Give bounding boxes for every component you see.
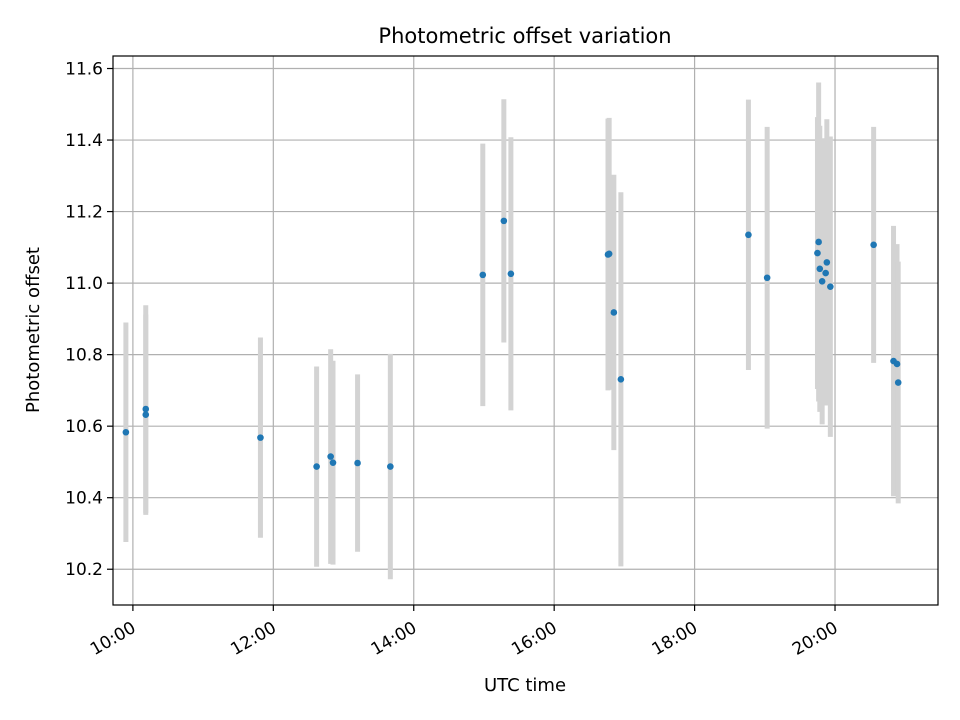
data-point: [818, 278, 826, 285]
plot-frame: [112, 55, 939, 606]
data-point: [610, 309, 618, 316]
grid: [113, 56, 938, 605]
data-point: [122, 428, 130, 436]
y-axis-label: Photometric offset: [23, 247, 44, 413]
data-point: [500, 217, 508, 225]
data-point: [816, 265, 824, 273]
data-point: [327, 453, 334, 460]
data-point: [142, 411, 150, 419]
y-tick-label: 11.0: [65, 274, 103, 294]
y-tick-label: 11.4: [65, 131, 103, 151]
data-point: [870, 241, 877, 249]
data-point: [822, 269, 829, 277]
y-tick-label: 10.6: [65, 417, 103, 437]
y-tick-label: 10.4: [65, 489, 103, 509]
plot-area: [113, 56, 938, 605]
data-point: [605, 250, 613, 258]
y-tick-label: 11.6: [65, 60, 103, 80]
data-point: [257, 434, 264, 441]
data-point: [142, 405, 150, 413]
chart-title: Photometric offset variation: [378, 24, 671, 48]
data-point: [354, 459, 361, 467]
data-point: [814, 249, 821, 257]
y-tick-label: 10.2: [65, 560, 103, 580]
data-point: [763, 274, 771, 282]
data-point: [894, 379, 902, 386]
y-tick-label: 10.8: [65, 346, 103, 366]
data-point: [827, 283, 834, 290]
data-point: [507, 270, 515, 278]
y-tick-label: 11.2: [65, 203, 103, 223]
data-point: [313, 463, 320, 470]
x-axis-label: UTC time: [484, 675, 566, 696]
data-point: [893, 360, 901, 368]
data-point: [815, 238, 822, 246]
data-point: [745, 231, 752, 239]
data-point: [387, 463, 394, 470]
data-point: [617, 376, 625, 383]
y-axis-ticks: 10.2 10.4 10.6 10.8 11.0 11.2 11.4 11.6: [65, 60, 113, 580]
data-points: [122, 217, 902, 470]
data-point: [479, 271, 487, 279]
data-point: [823, 259, 831, 266]
data-point: [329, 459, 337, 466]
